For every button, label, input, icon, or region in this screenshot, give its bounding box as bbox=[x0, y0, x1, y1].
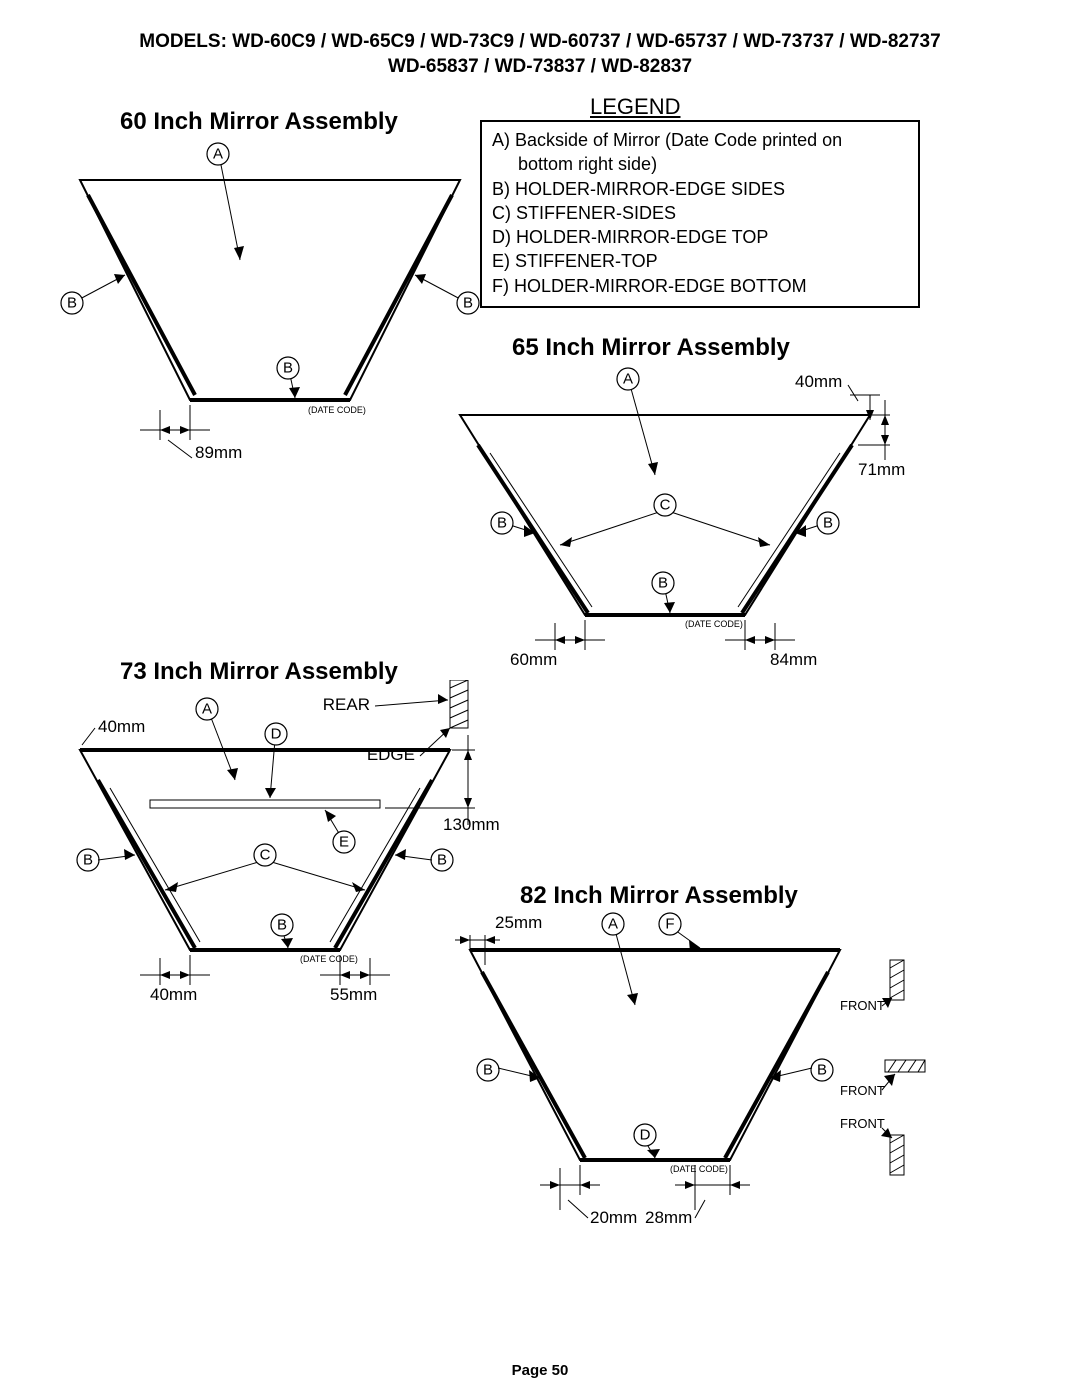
callout-b1: B bbox=[67, 295, 77, 312]
callout-a82: A bbox=[608, 916, 618, 933]
title-65: 65 Inch Mirror Assembly bbox=[512, 334, 790, 362]
callout-c65: C bbox=[660, 497, 671, 514]
dim-65-84: 84mm bbox=[770, 650, 817, 669]
legend-item-c: C) STIFFENER-SIDES bbox=[492, 201, 908, 225]
callout-a: A bbox=[213, 146, 223, 163]
title-60: 60 Inch Mirror Assembly bbox=[120, 108, 398, 136]
front-1: FRONT bbox=[840, 998, 885, 1013]
callout-b65l: B bbox=[497, 515, 507, 532]
label-rear: REAR bbox=[323, 695, 370, 714]
header-line1: MODELS: WD-60C9 / WD-65C9 / WD-73C9 / WD… bbox=[60, 30, 1020, 55]
date-code-82: (DATE CODE) bbox=[670, 1164, 728, 1174]
callout-b65b: B bbox=[658, 575, 668, 592]
diagram-82: 25mm A F B B D (DATE CODE) bbox=[440, 910, 970, 1240]
callout-b3: B bbox=[283, 360, 293, 377]
dim-65-60: 60mm bbox=[510, 650, 557, 669]
callout-b82l: B bbox=[483, 1062, 493, 1079]
callout-f82: F bbox=[665, 916, 674, 933]
dim-73-130: 130mm bbox=[443, 815, 500, 834]
label-edge: EDGE bbox=[367, 745, 415, 764]
legend-box: A) Backside of Mirror (Date Code printed… bbox=[480, 120, 920, 308]
date-code-60: (DATE CODE) bbox=[308, 405, 366, 415]
callout-b82r: B bbox=[817, 1062, 827, 1079]
date-code-65: (DATE CODE) bbox=[685, 619, 743, 629]
callout-b2: B bbox=[463, 295, 473, 312]
legend-item-e: E) STIFFENER-TOP bbox=[492, 249, 908, 273]
callout-b73r: B bbox=[437, 852, 447, 869]
dim-65-40: 40mm bbox=[795, 372, 842, 391]
front-3: FRONT bbox=[840, 1116, 885, 1131]
callout-b73b: B bbox=[277, 917, 287, 934]
header-line2: WD-65837 / WD-73837 / WD-82837 bbox=[60, 55, 1020, 80]
callout-b65r: B bbox=[823, 515, 833, 532]
callout-c73: C bbox=[260, 847, 271, 864]
diagram-60: A B B B (DATE CODE) 89mm bbox=[60, 140, 480, 470]
callout-a65: A bbox=[623, 371, 633, 388]
legend-item-a: A) Backside of Mirror (Date Code printed… bbox=[492, 128, 908, 152]
dim-82-28: 28mm bbox=[645, 1208, 692, 1227]
callout-b73l: B bbox=[83, 852, 93, 869]
legend-item-b: B) HOLDER-MIRROR-EDGE SIDES bbox=[492, 177, 908, 201]
dim-73-40b: 40mm bbox=[150, 985, 197, 1004]
dim-73-40a: 40mm bbox=[98, 717, 145, 736]
legend-item-a-sub: bottom right side) bbox=[492, 152, 908, 176]
dim-82-20: 20mm bbox=[590, 1208, 637, 1227]
date-code-73: (DATE CODE) bbox=[300, 954, 358, 964]
front-2: FRONT bbox=[840, 1083, 885, 1098]
legend-item-d: D) HOLDER-MIRROR-EDGE TOP bbox=[492, 225, 908, 249]
diagram-65: A 40mm 71mm C B B B (DATE CODE) bbox=[440, 365, 920, 675]
callout-d73: D bbox=[271, 726, 282, 743]
legend-title: LEGEND bbox=[590, 94, 680, 120]
page-number: Page 50 bbox=[0, 1362, 1080, 1379]
dim-73-55: 55mm bbox=[330, 985, 377, 1004]
title-82: 82 Inch Mirror Assembly bbox=[520, 882, 798, 910]
legend-item-f: F) HOLDER-MIRROR-EDGE BOTTOM bbox=[492, 274, 908, 298]
callout-e73: E bbox=[339, 834, 349, 851]
dim-82-25: 25mm bbox=[495, 913, 542, 932]
dim-65-71: 71mm bbox=[858, 460, 905, 479]
callout-d82: D bbox=[640, 1127, 651, 1144]
page-container: MODELS: WD-60C9 / WD-65C9 / WD-73C9 / WD… bbox=[0, 0, 1080, 1397]
models-header: MODELS: WD-60C9 / WD-65C9 / WD-73C9 / WD… bbox=[60, 30, 1020, 79]
dim-60-89: 89mm bbox=[195, 443, 242, 462]
callout-a73: A bbox=[202, 701, 212, 718]
